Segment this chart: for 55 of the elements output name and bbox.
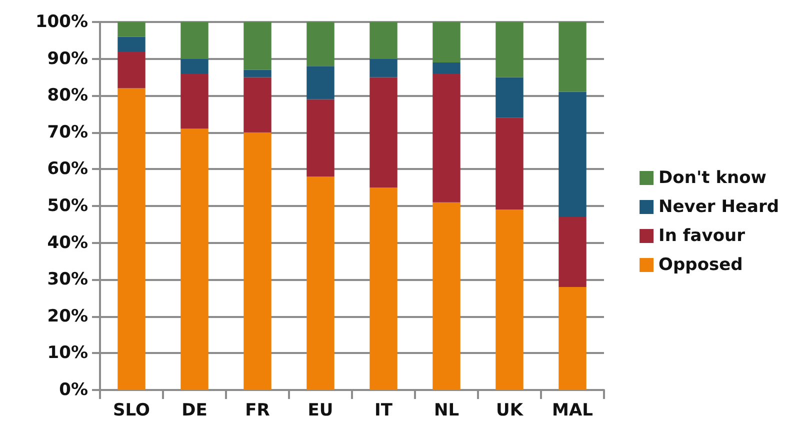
legend-label: Don't know	[658, 168, 767, 188]
y-tick-label: 50%	[47, 196, 88, 216]
bar	[432, 74, 460, 202]
bar	[306, 99, 334, 177]
bar	[496, 77, 524, 118]
y-tick-label: 0%	[59, 380, 88, 400]
legend-label: In favour	[658, 226, 746, 246]
bar	[432, 22, 460, 62]
bar	[558, 286, 586, 390]
bar	[496, 22, 524, 78]
y-tick-label: 80%	[47, 86, 88, 106]
bar	[370, 77, 398, 188]
x-tick-label: SLO	[113, 400, 150, 420]
x-tick-label: UK	[496, 400, 524, 420]
bar	[306, 176, 334, 390]
bar	[118, 22, 146, 37]
y-tick-label: 70%	[47, 122, 88, 142]
bar	[558, 92, 586, 218]
bar	[370, 188, 398, 390]
legend-label: Opposed	[658, 255, 743, 275]
y-tick-label: 100%	[35, 12, 88, 32]
x-tick-label: IT	[374, 400, 393, 420]
bar	[118, 88, 146, 390]
bar	[180, 58, 208, 74]
bar	[180, 128, 208, 390]
bar	[370, 58, 398, 78]
bar	[496, 118, 524, 210]
x-tick-label: FR	[245, 400, 270, 420]
bar	[118, 51, 146, 88]
bar	[558, 22, 586, 92]
bar	[244, 70, 272, 78]
bar	[118, 36, 146, 52]
y-tick-label: 90%	[47, 48, 88, 69]
x-tick-label: MAL	[552, 400, 594, 420]
bar	[432, 62, 460, 74]
y-tick-label: 40%	[47, 232, 88, 253]
x-tick-label: EU	[308, 400, 334, 420]
x-tick-label: DE	[182, 400, 208, 420]
bar	[244, 132, 272, 390]
y-tick-label: 20%	[47, 306, 88, 326]
x-tick-label: NL	[434, 400, 460, 420]
legend-label: Never Heard	[658, 197, 779, 217]
y-tick-label: 60%	[47, 159, 88, 180]
bar	[496, 210, 524, 390]
y-tick-label: 10%	[47, 343, 88, 364]
bar	[370, 22, 398, 59]
y-tick-label: 30%	[47, 270, 88, 290]
bar	[244, 77, 272, 132]
bar	[180, 74, 208, 129]
bar	[432, 202, 460, 390]
bar	[180, 22, 208, 59]
bar	[558, 217, 586, 287]
bar	[244, 22, 272, 70]
bar	[306, 66, 334, 100]
bar	[306, 22, 334, 66]
